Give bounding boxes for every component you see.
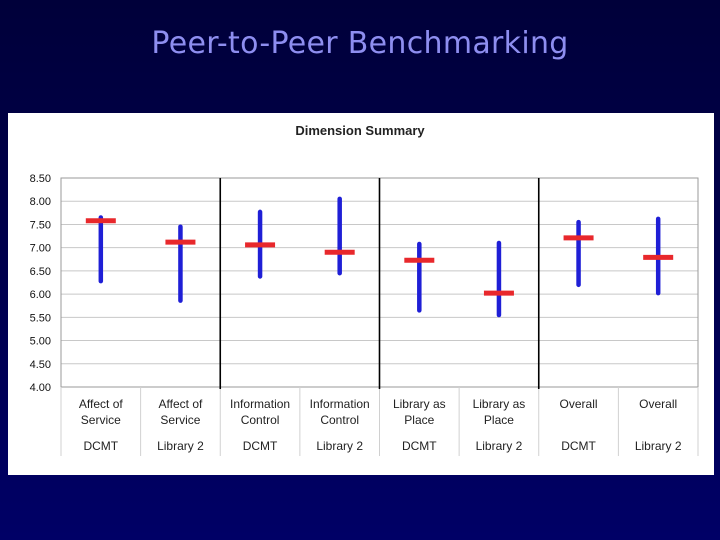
category-label-line2: Service bbox=[160, 413, 200, 427]
category-label-line1: Overall bbox=[560, 397, 598, 411]
y-tick-label: 6.50 bbox=[30, 266, 51, 278]
y-tick-label: 8.50 bbox=[30, 173, 51, 185]
category-label-line2: Place bbox=[484, 413, 514, 427]
institution-label: Library 2 bbox=[476, 439, 523, 453]
y-tick-label: 5.00 bbox=[30, 336, 51, 348]
institution-label: DCMT bbox=[561, 439, 596, 453]
chart-title: Dimension Summary bbox=[295, 123, 425, 138]
slide-title: Peer-to-Peer Benchmarking bbox=[151, 26, 569, 61]
category-label-line2: Service bbox=[81, 413, 121, 427]
category-label-line1: Overall bbox=[639, 397, 677, 411]
category-label-line1: Information bbox=[310, 397, 370, 411]
institution-label: DCMT bbox=[243, 439, 278, 453]
category-label-line1: Library as bbox=[473, 397, 526, 411]
y-tick-label: 8.00 bbox=[30, 196, 51, 208]
institution-label: DCMT bbox=[402, 439, 437, 453]
category-label-line2: Place bbox=[404, 413, 434, 427]
category-label-line1: Affect of bbox=[79, 397, 123, 411]
dimension-summary-chart: Dimension Summary 8.50 8.00 7.50 7.00 6.50 6.… bbox=[30, 123, 699, 456]
institution-label: Library 2 bbox=[157, 439, 204, 453]
y-tick-label: 7.50 bbox=[30, 219, 51, 231]
institution-label: Library 2 bbox=[316, 439, 363, 453]
y-tick-label: 5.50 bbox=[30, 312, 51, 324]
category-label-line1: Affect of bbox=[159, 397, 203, 411]
institution-label: Library 2 bbox=[635, 439, 682, 453]
category-label-line2: Control bbox=[241, 413, 280, 427]
y-tick-label: 6.00 bbox=[30, 289, 51, 301]
category-label-line1: Library as bbox=[393, 397, 446, 411]
institution-label: DCMT bbox=[83, 439, 118, 453]
chart-panel: Dimension Summary 8.50 8.00 7.50 7.00 6.50 6.… bbox=[8, 113, 714, 475]
category-label-line2: Control bbox=[320, 413, 359, 427]
y-tick-label: 7.00 bbox=[30, 243, 51, 255]
y-tick-label: 4.50 bbox=[30, 359, 51, 371]
category-label-line1: Information bbox=[230, 397, 290, 411]
y-tick-label: 4.00 bbox=[30, 382, 51, 394]
